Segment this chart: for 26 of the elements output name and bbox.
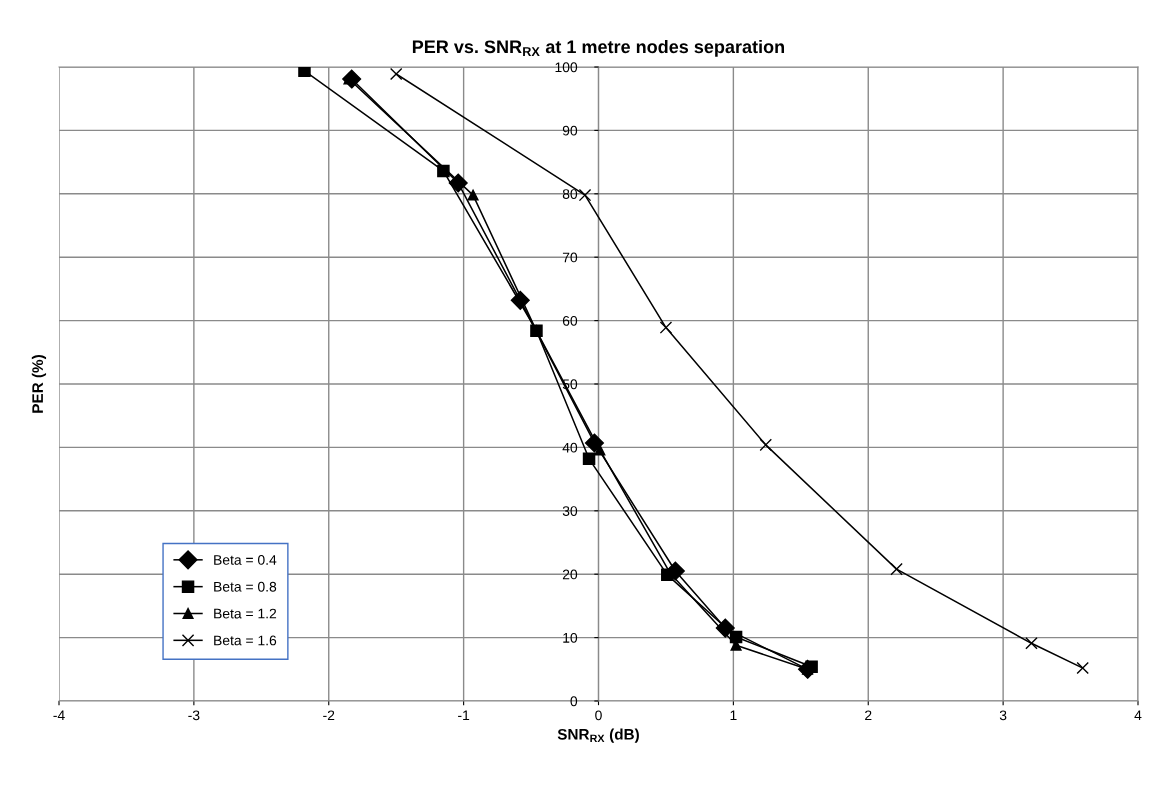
legend-label: Beta = 0.8 — [214, 581, 277, 592]
legend-label: Beta = 0.4 — [214, 554, 277, 565]
y-tick-label: 90 — [562, 125, 578, 136]
x-tick-label: 2 — [865, 710, 872, 721]
chart-title: PER vs. SNR$_{RX}$ at 1 metre nodes separation — [412, 39, 785, 57]
x-tick-label: 4 — [1134, 710, 1142, 721]
y-tick-label: 20 — [562, 569, 578, 580]
y-tick-label: 0 — [570, 696, 578, 707]
x-axis-title: SNR$_{RX}$ (dB) — [557, 728, 639, 743]
x-tick-label: 0 — [595, 710, 602, 721]
legend-label: Beta = 1.6 — [214, 635, 277, 646]
x-tick-label: -1 — [458, 710, 470, 721]
legend-label: Beta = 1.2 — [214, 608, 277, 619]
y-tick-label: 10 — [563, 632, 578, 643]
y-tick-label: 40 — [562, 442, 578, 453]
x-tick-label: -2 — [323, 710, 335, 721]
y-tick-label: 30 — [562, 506, 578, 516]
y-tick-label: 80 — [562, 189, 578, 199]
y-tick-label: 70 — [562, 252, 578, 263]
y-tick-label: 60 — [562, 315, 578, 326]
x-tick-label: 3 — [999, 710, 1007, 721]
x-tick-label: 1 — [730, 710, 737, 721]
y-tick-label: 100 — [555, 62, 578, 73]
x-tick-label: -4 — [53, 710, 65, 721]
x-tick-label: -3 — [188, 710, 200, 721]
y-axis-title: PER (%) — [31, 355, 47, 413]
